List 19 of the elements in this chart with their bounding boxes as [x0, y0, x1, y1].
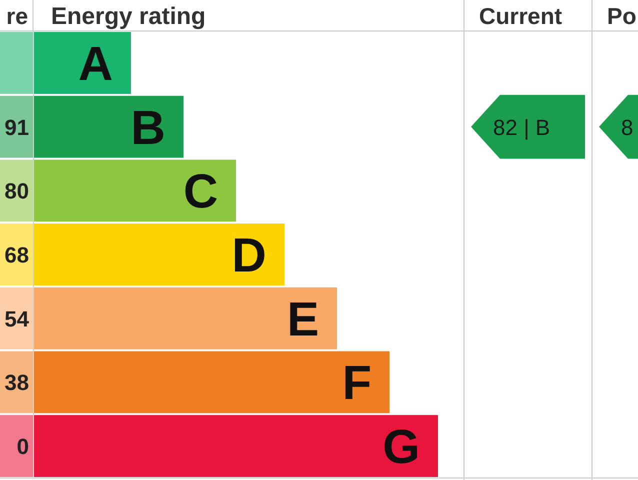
- y-tick-label: E: [286, 293, 319, 346]
- y-tick-label: D: [232, 230, 266, 282]
- y-tick-label: G: [382, 421, 420, 474]
- y-tick-label: C: [183, 166, 218, 219]
- text: 91: [4, 114, 29, 140]
- y-axis-title: re: [6, 3, 28, 29]
- text: 68: [4, 242, 29, 268]
- text: 0: [16, 434, 29, 460]
- text: 8: [621, 114, 634, 140]
- text: 82 | B: [493, 114, 550, 140]
- text: 54: [4, 306, 30, 332]
- text: Po: [607, 3, 636, 29]
- text: 80: [4, 178, 29, 204]
- chart-title: Energy rating: [51, 3, 206, 30]
- y-tick-label: A: [78, 38, 113, 91]
- text: 38: [4, 370, 29, 396]
- text: Current: [479, 3, 562, 29]
- y-tick-label: F: [342, 357, 372, 410]
- y-tick-label: B: [130, 102, 166, 155]
